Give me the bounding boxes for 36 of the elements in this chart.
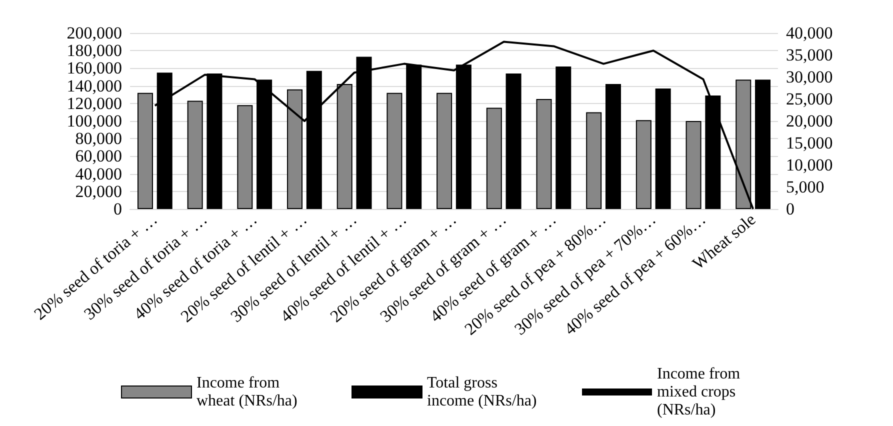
y2-tick-label: 10,000 bbox=[786, 156, 833, 174]
bar bbox=[556, 66, 572, 209]
y2-tick-label: 15,000 bbox=[786, 134, 833, 152]
y-tick-label: 160,000 bbox=[66, 58, 122, 78]
bar bbox=[536, 99, 552, 209]
bar bbox=[237, 105, 253, 209]
y-tick-label: 100,000 bbox=[66, 112, 122, 130]
bar bbox=[686, 121, 702, 209]
bar bbox=[655, 88, 671, 209]
y2-tick-label: 30,000 bbox=[786, 68, 833, 86]
y-tick-label: 40,000 bbox=[75, 164, 122, 184]
y2-tick-label: 5,000 bbox=[786, 178, 824, 196]
bar bbox=[586, 112, 602, 209]
bar bbox=[386, 92, 402, 209]
y-tick-label: 200,000 bbox=[66, 24, 122, 42]
bar bbox=[486, 108, 502, 209]
y-tick-label: 60,000 bbox=[75, 146, 122, 166]
bar bbox=[436, 92, 452, 209]
y2-tick-label: 35,000 bbox=[786, 46, 833, 64]
legend-label: Income from mixed crops (NRs/ha) bbox=[657, 366, 744, 418]
bar bbox=[636, 120, 652, 209]
legend-label: Income from wheat (NRs/ha) bbox=[196, 374, 298, 410]
y2-tick-label: 25,000 bbox=[786, 90, 833, 108]
bar bbox=[187, 100, 203, 209]
bar bbox=[605, 84, 621, 209]
y-tick-label: 80,000 bbox=[75, 129, 122, 148]
y2-tick-label: 40,000 bbox=[786, 24, 833, 42]
y2-tick-label: 20,000 bbox=[786, 112, 833, 130]
bar bbox=[506, 73, 522, 209]
y-tick-label: 0 bbox=[114, 200, 122, 218]
legend-label: Total gross income (NRs/ha) bbox=[427, 374, 537, 410]
y-tick-label: 180,000 bbox=[66, 41, 122, 60]
y-tick-label: 20,000 bbox=[75, 182, 122, 201]
y-tick-label: 140,000 bbox=[66, 76, 122, 96]
y-tick-label: 120,000 bbox=[66, 94, 122, 113]
y2-tick-label: 0 bbox=[786, 200, 794, 218]
